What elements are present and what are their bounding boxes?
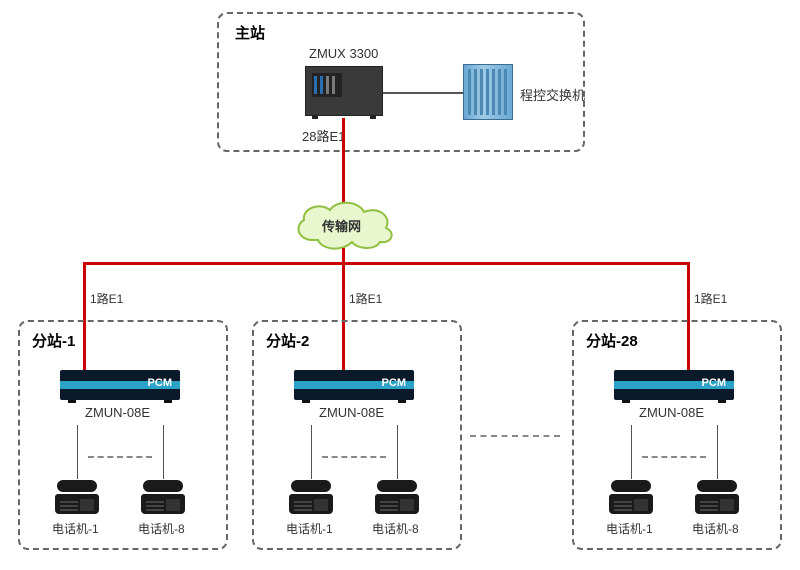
phone-icon bbox=[695, 480, 739, 514]
branch-box bbox=[572, 320, 782, 550]
pcm-phone-link bbox=[631, 457, 632, 479]
branch-link-label-3: 1路E1 bbox=[694, 290, 727, 307]
phone-icon bbox=[141, 480, 185, 514]
pcm-device-label: ZMUN-08E bbox=[639, 405, 704, 420]
branch-link-label-1: 1路E1 bbox=[90, 290, 123, 307]
phone-icon bbox=[55, 480, 99, 514]
phone-label: 电话机-1 bbox=[52, 520, 99, 537]
phone-label: 电话机-8 bbox=[138, 520, 185, 537]
branch-ellipsis bbox=[470, 435, 560, 437]
phone-label: 电话机-8 bbox=[692, 520, 739, 537]
uplink-e1-label: 28路E1 bbox=[302, 126, 345, 145]
network-cloud-label: 传输网 bbox=[322, 216, 361, 235]
branch-box bbox=[18, 320, 228, 550]
phone-icon bbox=[375, 480, 419, 514]
pcm-device-icon: PCM bbox=[294, 370, 414, 400]
phone-ellipsis bbox=[642, 456, 706, 458]
pcm-phone-link bbox=[163, 457, 164, 479]
main-station-title: 主站 bbox=[235, 22, 265, 43]
pcm-phone-link bbox=[163, 425, 164, 457]
pcm-tag: PCM bbox=[148, 377, 172, 389]
phone-icon bbox=[609, 480, 653, 514]
pcm-phone-link bbox=[397, 457, 398, 479]
pbx-switch-label: 程控交换机 bbox=[520, 85, 585, 104]
zmux-device-icon bbox=[305, 66, 383, 116]
branch-title: 分站-1 bbox=[32, 330, 75, 351]
pcm-phone-link bbox=[311, 457, 312, 479]
pcm-phone-link bbox=[311, 425, 312, 457]
trunk-horizontal bbox=[83, 262, 690, 265]
pcm-tag: PCM bbox=[382, 377, 406, 389]
phone-ellipsis bbox=[88, 456, 152, 458]
pcm-device-icon: PCM bbox=[614, 370, 734, 400]
pcm-device-label: ZMUN-08E bbox=[85, 405, 150, 420]
phone-ellipsis bbox=[322, 456, 386, 458]
pcm-device-label: ZMUN-08E bbox=[319, 405, 384, 420]
phone-label: 电话机-1 bbox=[286, 520, 333, 537]
main-to-cloud-link bbox=[342, 118, 345, 202]
pcm-phone-link bbox=[631, 425, 632, 457]
phone-icon bbox=[289, 480, 333, 514]
branch-link-label-2: 1路E1 bbox=[349, 290, 382, 307]
phone-label: 电话机-8 bbox=[372, 520, 419, 537]
pcm-phone-link bbox=[77, 425, 78, 457]
pcm-device-icon: PCM bbox=[60, 370, 180, 400]
pcm-phone-link bbox=[717, 457, 718, 479]
pbx-switch-icon bbox=[463, 64, 513, 120]
branch-box bbox=[252, 320, 462, 550]
branch-title: 分站-28 bbox=[586, 330, 638, 351]
pcm-phone-link bbox=[397, 425, 398, 457]
zmux-to-switch-link bbox=[383, 92, 463, 94]
pcm-phone-link bbox=[77, 457, 78, 479]
pcm-phone-link bbox=[717, 425, 718, 457]
pcm-tag: PCM bbox=[702, 377, 726, 389]
zmux-label: ZMUX 3300 bbox=[309, 46, 378, 61]
phone-label: 电话机-1 bbox=[606, 520, 653, 537]
branch-title: 分站-2 bbox=[266, 330, 309, 351]
main-station-box bbox=[217, 12, 585, 152]
